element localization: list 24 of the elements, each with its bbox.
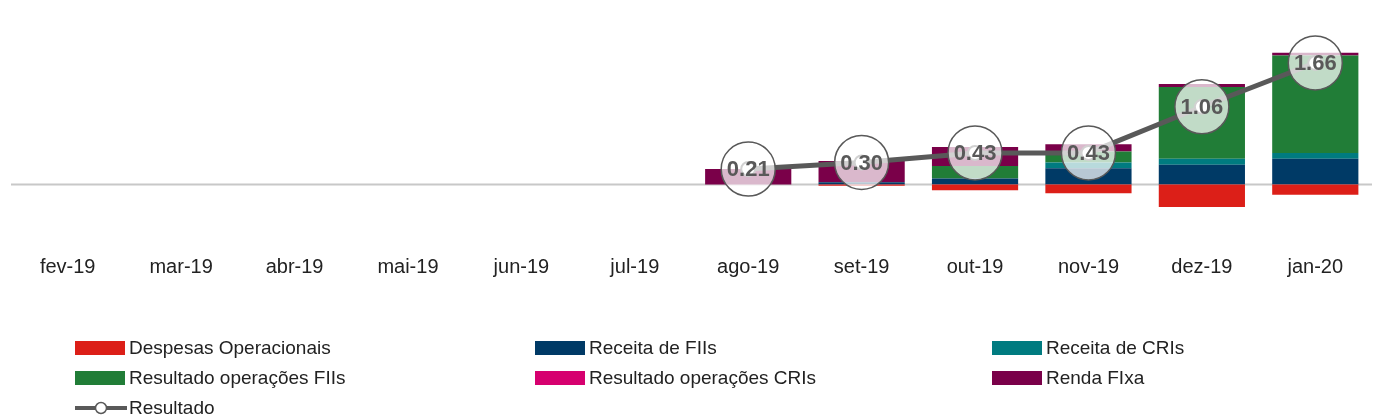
legend-label: Despesas Operacionais bbox=[129, 336, 331, 359]
legend-label: Receita de CRIs bbox=[1046, 336, 1185, 359]
x-tick-label: jun-19 bbox=[492, 254, 550, 277]
x-tick-label: jan-20 bbox=[1286, 254, 1344, 277]
legend-label: Resultado bbox=[129, 396, 215, 419]
data-label: 1.66 bbox=[1293, 49, 1337, 75]
x-tick-label: mai-19 bbox=[377, 254, 439, 277]
data-label: 1.06 bbox=[1180, 93, 1224, 119]
x-tick-label: ago-19 bbox=[717, 254, 780, 277]
x-tick-label: mar-19 bbox=[149, 254, 213, 277]
data-label: 0.30 bbox=[840, 149, 884, 175]
legend-label: Resultado operações FIIs bbox=[129, 366, 346, 389]
x-tick-label: nov-19 bbox=[1057, 254, 1120, 277]
x-tick-label: abr-19 bbox=[265, 254, 324, 277]
x-tick-label: dez-19 bbox=[1171, 254, 1233, 277]
legend-label: Receita de FIIs bbox=[589, 336, 717, 359]
x-tick-label: jul-19 bbox=[609, 254, 660, 277]
data-label: 0.43 bbox=[1067, 139, 1110, 165]
legend-label: Renda FIxa bbox=[1046, 366, 1145, 389]
legend-label: Resultado operações CRIs bbox=[589, 366, 817, 389]
x-tick-label: out-19 bbox=[946, 254, 1004, 277]
x-tick-label: set-19 bbox=[833, 254, 890, 277]
x-tick-label: fev-19 bbox=[39, 254, 96, 277]
data-label: 0.43 bbox=[953, 139, 997, 165]
